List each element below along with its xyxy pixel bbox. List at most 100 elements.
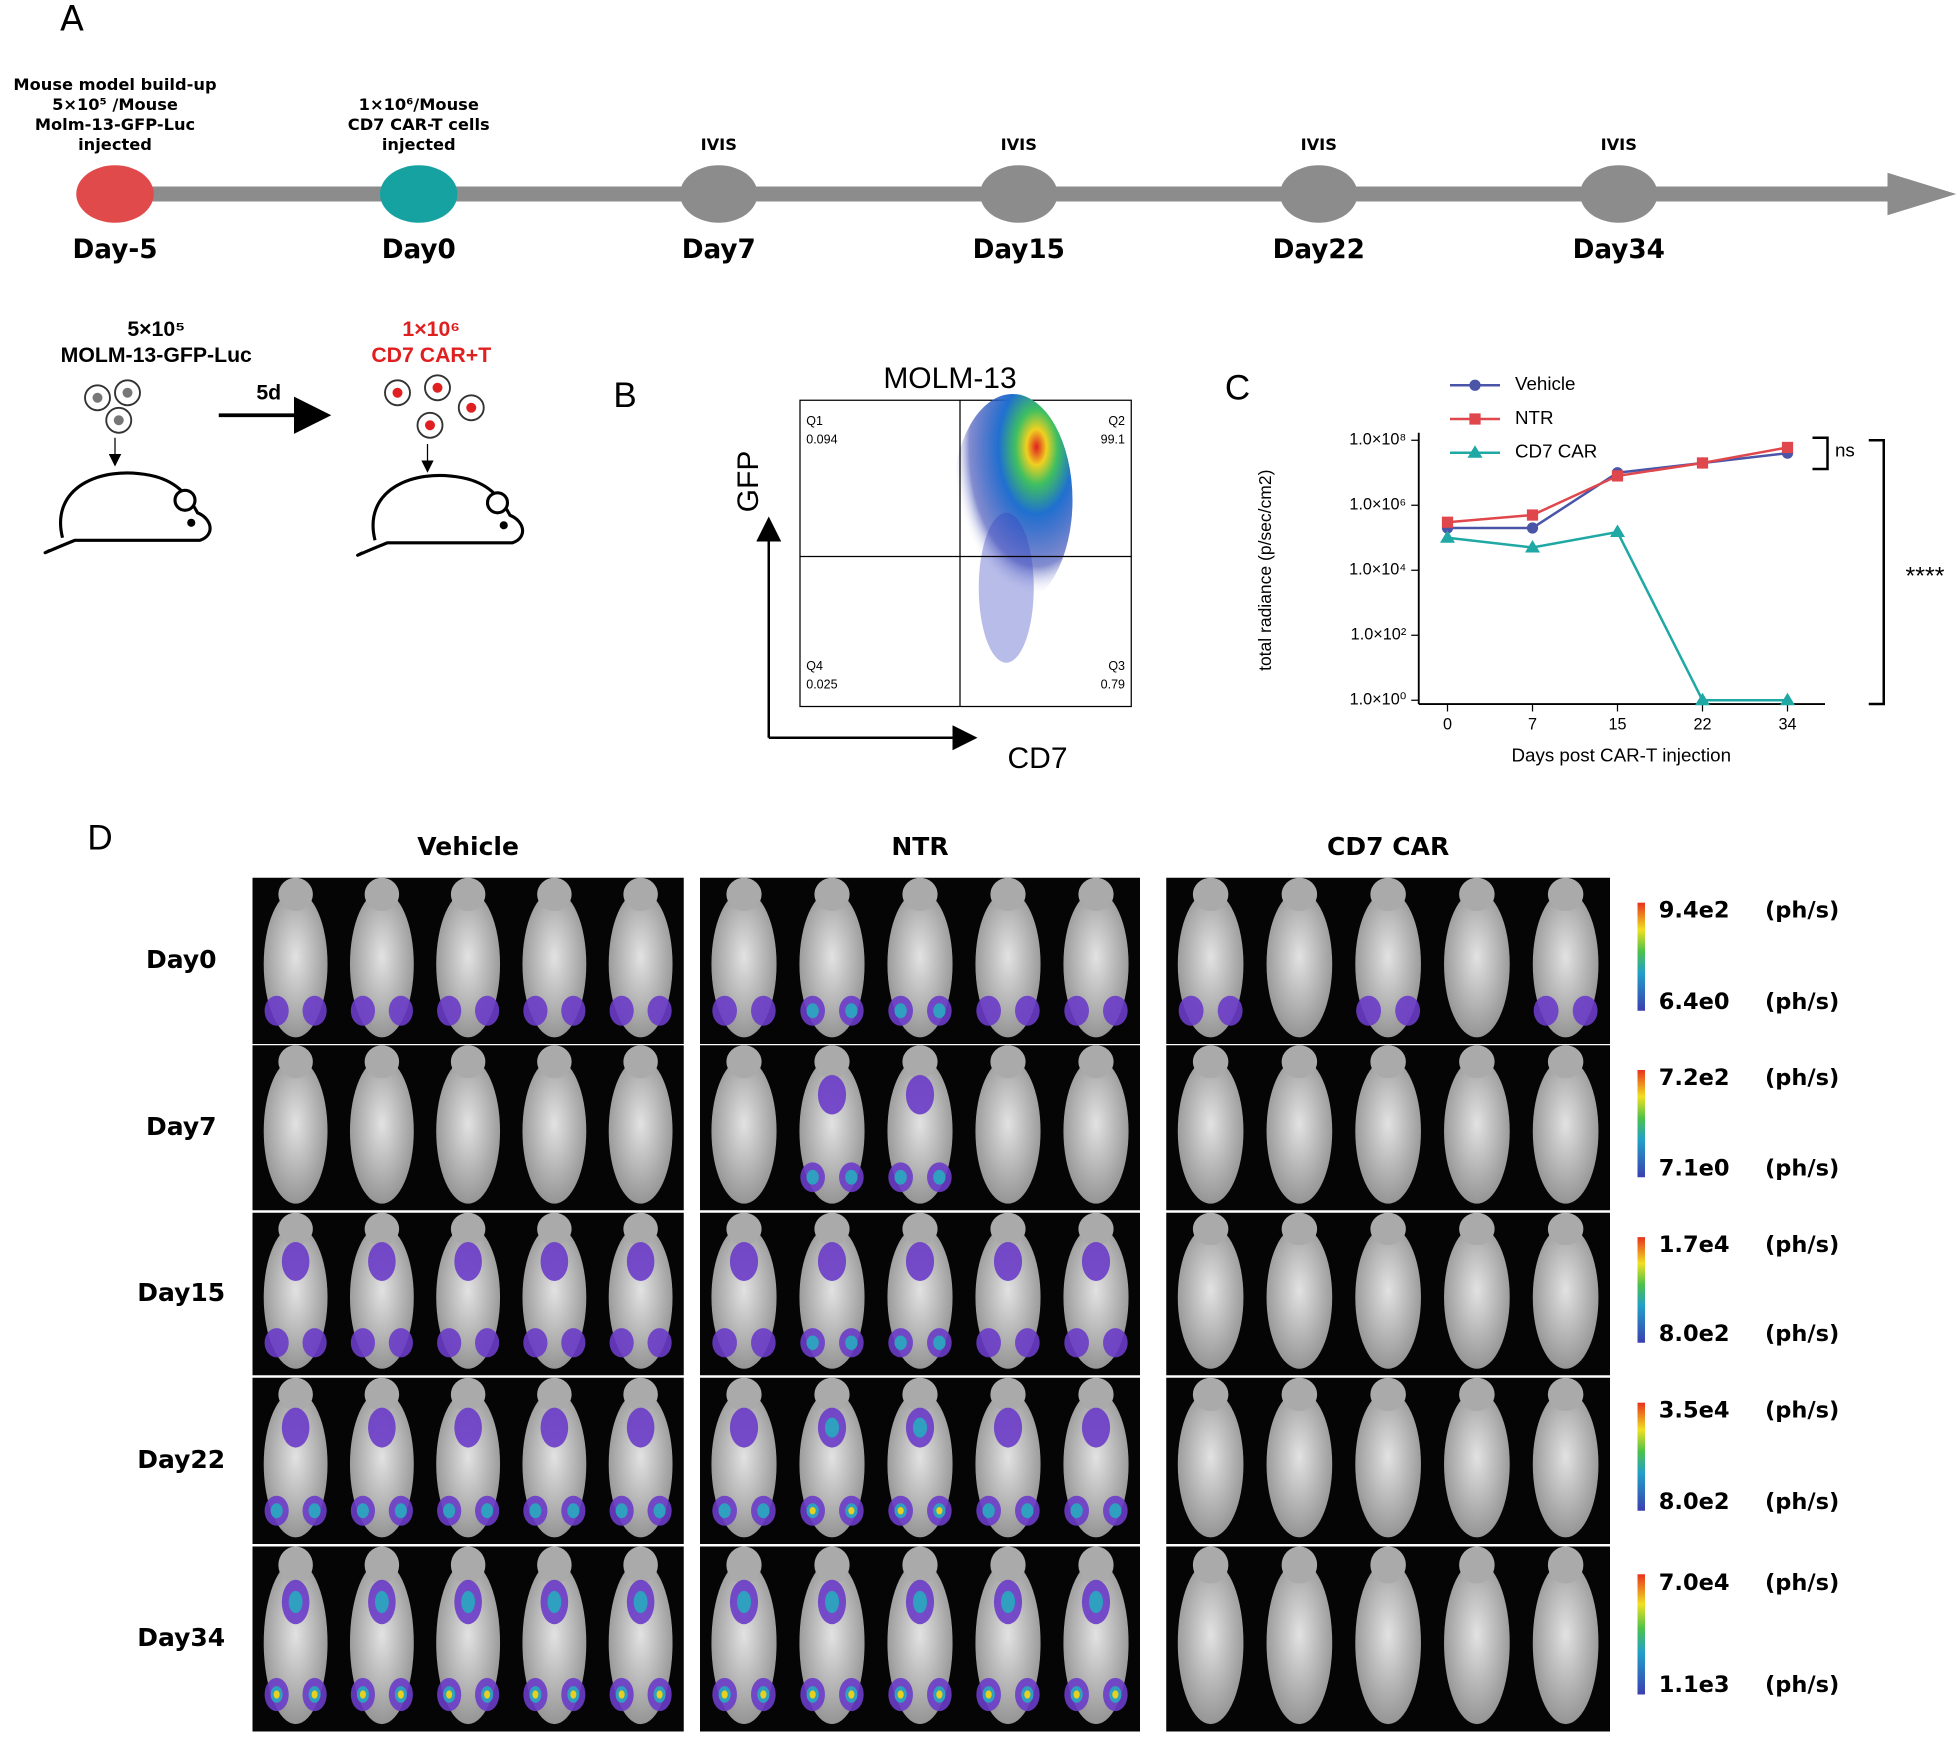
scale-min: 8.0e2 [1659, 1321, 1730, 1347]
signal [976, 995, 1001, 1026]
car-label: 1×10⁶ [402, 317, 460, 341]
signal [523, 1328, 548, 1358]
mouse-head [726, 877, 762, 911]
quadrant-name: Q1 [806, 414, 823, 428]
mouse [1266, 1391, 1333, 1538]
group-label: CD7 CAR [1327, 832, 1449, 861]
mouse-head [1078, 1377, 1114, 1411]
legend-label: NTR [1515, 407, 1554, 428]
day-label: Day22 [137, 1445, 225, 1474]
signal [454, 1242, 482, 1281]
signal [264, 995, 289, 1026]
scale-max: 7.2e2 [1659, 1065, 1730, 1091]
signal [618, 1690, 625, 1699]
color-scale [1637, 1070, 1645, 1178]
signal [394, 1503, 407, 1519]
mouse-head [278, 1212, 313, 1246]
data-point [1610, 524, 1625, 538]
signal [806, 1169, 819, 1185]
mouse [436, 1058, 501, 1204]
bracket [1868, 439, 1885, 706]
color-scale [1637, 1402, 1645, 1511]
imaging-grid: Vehicle NTR CD7 CAR Day0 9.4e2 (ph/s) 6.4e0 (ph… [137, 832, 1839, 1732]
scale-min: 7.1e0 [1659, 1156, 1730, 1182]
signal [848, 1507, 855, 1515]
signal [1064, 1328, 1089, 1358]
mouse [1266, 1561, 1333, 1725]
color-scale [1637, 1574, 1645, 1695]
signal [1109, 1503, 1122, 1519]
mouse-head [990, 1045, 1026, 1079]
signal [1217, 995, 1243, 1026]
x-tick-label: 15 [1608, 716, 1626, 734]
scale-unit: (ph/s) [1765, 1489, 1839, 1515]
signal [461, 1590, 476, 1614]
mouse-head [1192, 1045, 1229, 1079]
x-tick-label: 22 [1693, 716, 1711, 734]
mouse-head [278, 877, 313, 911]
mouse-head [1459, 1212, 1495, 1246]
mouse [1266, 1225, 1333, 1369]
schematic: 5×10⁵ MOLM-13-GFP-Luc 1×10⁶ CD7 CAR+T 5d [43, 317, 525, 557]
mouse-head [726, 1377, 762, 1411]
signal [1024, 1690, 1031, 1699]
data-point [1525, 540, 1540, 553]
density-tail [978, 512, 1034, 663]
signal [905, 1074, 935, 1115]
signal [647, 1328, 672, 1358]
mouse-head [1547, 1377, 1584, 1411]
signal [736, 1590, 752, 1614]
signal [757, 1503, 770, 1519]
signal [540, 1407, 569, 1448]
y-tick-label: 1.0×10⁸ [1349, 431, 1406, 449]
signal [523, 995, 548, 1026]
mouse-head [1459, 877, 1495, 911]
mouse [1532, 1391, 1599, 1538]
mouse [1444, 1225, 1510, 1369]
signal [609, 995, 634, 1026]
mouse [1532, 1561, 1599, 1725]
mouse-head [364, 1045, 400, 1079]
signal [1015, 1328, 1040, 1358]
mouse-head [1078, 877, 1114, 911]
mouse [1444, 1561, 1510, 1725]
quadrant-name: Q4 [806, 659, 823, 673]
mouse-icon [43, 471, 525, 557]
mouse-head [814, 1546, 850, 1584]
signal [1533, 995, 1559, 1026]
mouse-head [1192, 877, 1229, 911]
mouse-head [814, 1212, 850, 1246]
event-label: 1×10⁶/Mouse [359, 95, 479, 114]
scale-max: 3.5e4 [1659, 1398, 1730, 1424]
scale-unit: (ph/s) [1765, 1570, 1839, 1596]
day-label: Day34 [1573, 235, 1665, 265]
mouse [522, 1058, 587, 1204]
mouse-head [1370, 1377, 1406, 1411]
signal [350, 1328, 375, 1358]
data-point [1440, 530, 1455, 543]
scale-unit: (ph/s) [1765, 1156, 1839, 1182]
mouse-head [1547, 1546, 1584, 1584]
car-nuclei [392, 382, 477, 431]
mouse-head [278, 1377, 313, 1411]
y-axis-label: total radiance (p/sec/cm2) [1255, 470, 1275, 671]
signal [894, 1169, 907, 1185]
data-point [1469, 379, 1481, 391]
signal [368, 1242, 396, 1281]
signal [933, 1003, 946, 1019]
x-axis-label: Days post CAR-T injection [1511, 744, 1731, 765]
signal [615, 1503, 628, 1519]
data-point [1469, 413, 1481, 425]
mouse [1177, 1561, 1244, 1725]
signal [1021, 1503, 1034, 1519]
signal [1112, 1690, 1119, 1699]
signal [751, 995, 776, 1026]
mouse-head [537, 877, 572, 911]
mouse-head [1281, 1546, 1318, 1584]
day-label: Day7 [146, 1112, 217, 1141]
mouse-head [990, 1377, 1026, 1411]
mouse [1444, 1058, 1510, 1204]
timeline-node [680, 165, 758, 223]
scale-unit: (ph/s) [1765, 1398, 1839, 1424]
annotation: ns [1835, 439, 1855, 460]
